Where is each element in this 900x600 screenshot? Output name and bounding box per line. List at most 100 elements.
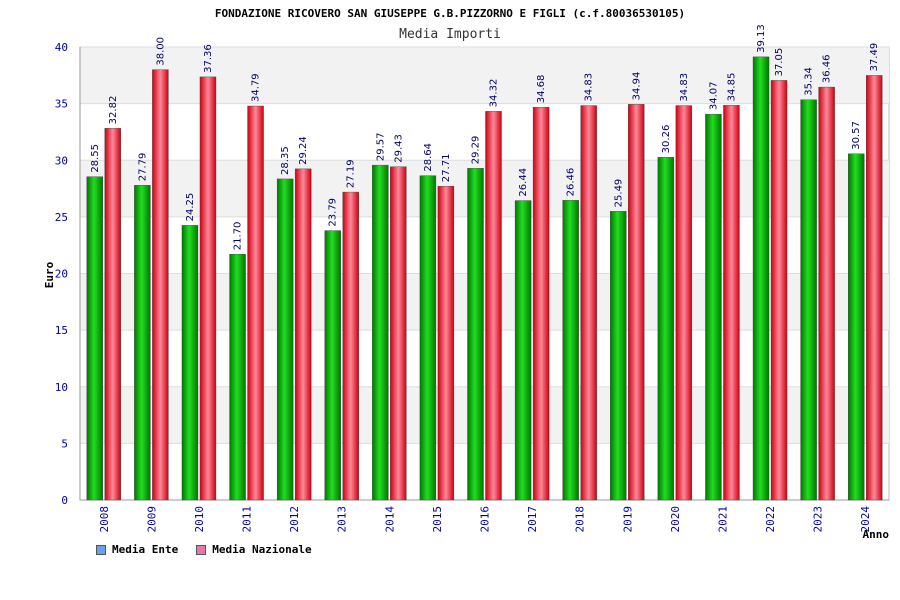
x-tick-label: 2012	[288, 506, 301, 533]
data-label: 34.83	[679, 73, 690, 102]
data-label: 23.79	[328, 198, 339, 227]
data-label: 26.44	[518, 168, 529, 197]
data-label: 38.00	[155, 37, 166, 66]
data-label: 27.71	[441, 154, 452, 183]
data-label: 27.79	[137, 153, 148, 182]
data-label: 29.24	[298, 136, 309, 165]
y-tick-label: 5	[61, 437, 68, 450]
x-tick-label: 2017	[526, 506, 539, 533]
data-label: 30.57	[851, 121, 862, 150]
x-tick-label: 2021	[716, 506, 729, 533]
bar-media-nazionale	[818, 86, 835, 501]
legend-item-media-nazionale: Media Nazionale	[196, 543, 312, 556]
data-label: 35.34	[804, 67, 815, 96]
chart-subtitle: Media Importi	[399, 27, 501, 42]
data-label: 39.13	[756, 24, 767, 53]
legend: Media Ente Media Nazionale	[96, 543, 312, 556]
x-tick-label: 2024	[859, 506, 872, 533]
data-labels: 28.55 32.82 27.79 38.00 24.25 37.36 21.70 34.79…	[90, 24, 880, 250]
bar-media-nazionale	[770, 80, 788, 501]
data-label: 34.68	[536, 75, 547, 104]
data-label: 34.85	[726, 73, 737, 102]
y-tick-label: 15	[55, 324, 68, 337]
bar-media-ente	[467, 168, 484, 501]
data-label: 26.46	[566, 168, 577, 197]
x-tick-label: 2011	[241, 506, 254, 533]
data-label: 37.49	[869, 43, 880, 72]
bar-media-ente	[562, 200, 579, 501]
data-label: 29.57	[375, 132, 386, 161]
legend-label: Media Ente	[112, 543, 179, 556]
bar-media-nazionale	[628, 104, 645, 501]
bar-media-ente	[324, 230, 341, 501]
x-tick-label: 2019	[621, 506, 634, 533]
data-label: 29.43	[393, 134, 404, 163]
bar-media-nazionale	[580, 105, 597, 501]
bar-media-nazionale	[532, 107, 550, 501]
data-label: 21.70	[233, 222, 244, 251]
x-tick-label: 2022	[764, 506, 777, 533]
data-label: 37.05	[774, 48, 785, 77]
x-tick-label: 2010	[193, 506, 206, 533]
data-label: 30.26	[661, 125, 672, 154]
bar-media-ente	[372, 164, 389, 501]
chart-title: FONDAZIONE RICOVERO SAN GIUSEPPE G.B.PIZ…	[215, 7, 685, 20]
bar-media-nazionale	[866, 75, 883, 501]
y-tick-label: 35	[55, 98, 68, 111]
bars	[86, 56, 883, 501]
x-axis-label: Anno	[863, 528, 890, 541]
x-tick-label: 2023	[812, 506, 825, 533]
data-label: 28.35	[280, 146, 291, 175]
x-tick-label: 2014	[383, 506, 396, 533]
legend-item-media-ente: Media Ente	[96, 543, 178, 556]
y-tick-label: 40	[55, 41, 68, 54]
y-axis-ticks: 0 5 10 15 20 25 30 35 40	[55, 41, 68, 507]
data-label: 36.46	[822, 54, 833, 83]
bar-media-ente	[610, 211, 627, 501]
bar-media-nazionale	[342, 191, 359, 501]
legend-label: Media Nazionale	[212, 543, 312, 556]
bar-media-nazionale	[294, 168, 312, 501]
x-tick-label: 2008	[98, 506, 111, 533]
data-label: 25.49	[613, 179, 624, 208]
y-tick-label: 20	[55, 268, 68, 281]
x-tick-label: 2013	[336, 506, 349, 533]
bar-media-ente	[657, 157, 675, 501]
data-label: 34.83	[584, 73, 595, 102]
data-label: 24.25	[185, 193, 196, 222]
data-label: 34.94	[631, 72, 642, 101]
bar-media-nazionale	[104, 128, 121, 501]
data-label: 29.29	[471, 136, 482, 165]
y-tick-label: 25	[55, 211, 68, 224]
bar-media-nazionale	[247, 105, 264, 501]
x-axis-ticks: 2008 2009 2010 2011 2012 2013 2014 2015 2016 2017…	[98, 506, 872, 533]
bar-media-nazionale	[723, 105, 740, 501]
bar-media-ente	[705, 113, 722, 501]
x-tick-label: 2018	[574, 506, 587, 533]
data-label: 28.55	[90, 144, 101, 173]
data-label: 28.64	[423, 143, 434, 172]
legend-swatch	[96, 544, 106, 555]
bar-media-ente	[229, 254, 246, 501]
bar-media-ente	[752, 56, 770, 501]
bar-media-ente	[134, 185, 151, 501]
y-tick-label: 0	[61, 494, 68, 507]
x-tick-label: 2016	[479, 506, 492, 533]
legend-swatch	[196, 544, 207, 555]
x-tick-label: 2015	[431, 506, 444, 533]
y-tick-label: 10	[55, 381, 68, 394]
bar-media-ente	[419, 175, 437, 501]
bar-media-nazionale	[152, 69, 169, 501]
bar-media-ente	[86, 176, 103, 501]
bar-media-nazionale	[675, 105, 693, 501]
bar-media-nazionale	[437, 185, 455, 501]
bar-media-nazionale	[390, 166, 407, 501]
x-tick-label: 2009	[145, 506, 158, 533]
x-tick-label: 2020	[669, 506, 682, 533]
bar-media-nazionale	[199, 76, 217, 501]
data-label: 34.32	[489, 79, 500, 108]
data-label: 27.19	[346, 159, 357, 188]
data-label: 37.36	[203, 44, 214, 73]
y-axis-label: Euro	[43, 261, 56, 288]
